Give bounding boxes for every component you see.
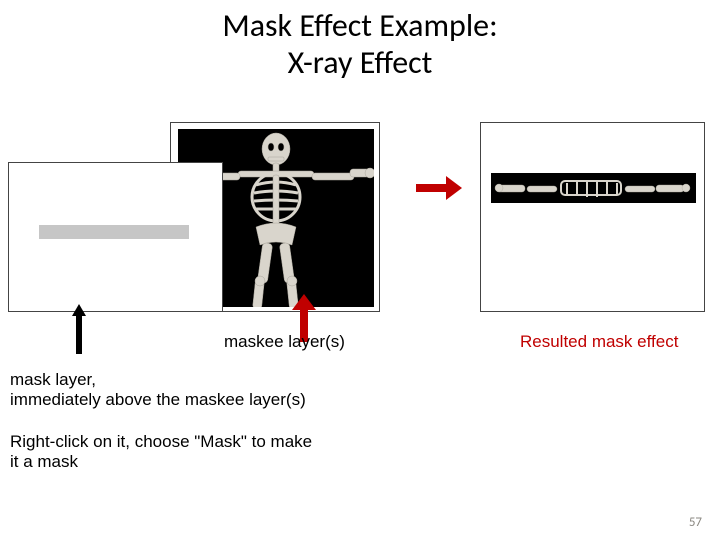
result-strip [491,173,696,203]
panels-region [0,122,720,322]
mask-gray-bar [39,225,189,239]
result-caption: Resulted mask effect [520,332,678,352]
slide-title: Mask Effect Example: X-ray Effect [0,0,720,82]
instruction-caption-1: Right-click on it, choose "Mask" to make [10,432,312,452]
instruction-caption-2: it a mask [10,452,78,472]
mask-layer-caption-1: mask layer, [10,370,96,390]
result-panel [480,122,705,312]
title-line-1: Mask Effect Example: [0,8,720,45]
mask-layer-panel [8,162,223,312]
page-number: 57 [689,515,702,530]
title-line-2: X-ray Effect [0,45,720,82]
arrow-right-icon [416,176,462,200]
result-skeleton-strip [491,173,696,203]
mask-layer-caption-2: immediately above the maskee layer(s) [10,390,306,410]
arrow-up-black-icon [72,304,86,354]
maskee-caption: maskee layer(s) [224,332,345,352]
